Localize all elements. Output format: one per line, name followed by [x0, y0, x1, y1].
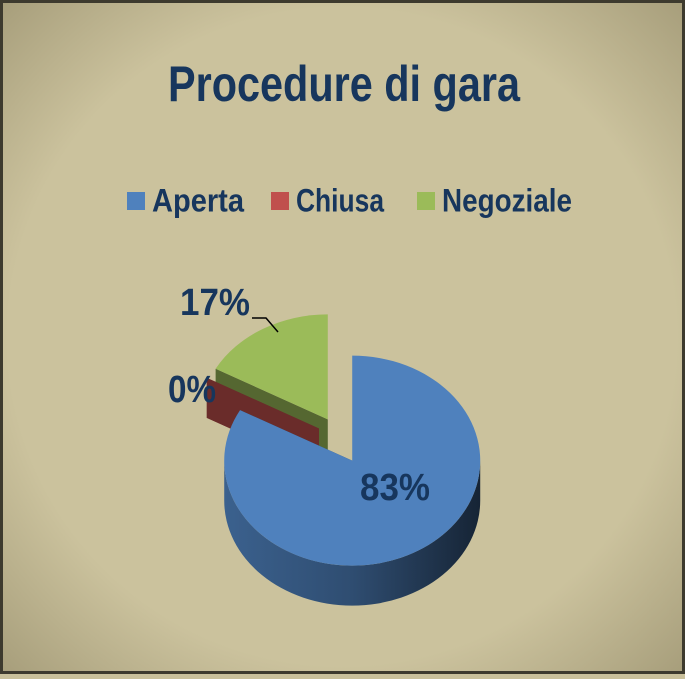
legend: Aperta Chiusa Negoziale	[127, 182, 572, 218]
data-label: 17%	[180, 282, 250, 324]
legend-label: Aperta	[152, 182, 244, 218]
data-label: 0%	[168, 369, 216, 411]
slice-top	[224, 355, 481, 566]
slice-wall	[224, 460, 481, 606]
legend-label: Chiusa	[296, 182, 384, 218]
slice-top	[206, 377, 319, 429]
leader-line	[252, 317, 279, 333]
chart-title: Procedure di gara	[168, 56, 521, 112]
legend-swatch	[127, 192, 145, 210]
legend-swatch	[271, 192, 289, 210]
legend-label: Negoziale	[442, 182, 572, 218]
pie-slice	[224, 355, 481, 606]
legend-swatch	[417, 192, 435, 210]
data-labels: 83% 0% 17%	[168, 282, 430, 509]
slice-top	[215, 314, 328, 420]
pie	[206, 314, 481, 606]
data-label: 83%	[360, 467, 430, 509]
